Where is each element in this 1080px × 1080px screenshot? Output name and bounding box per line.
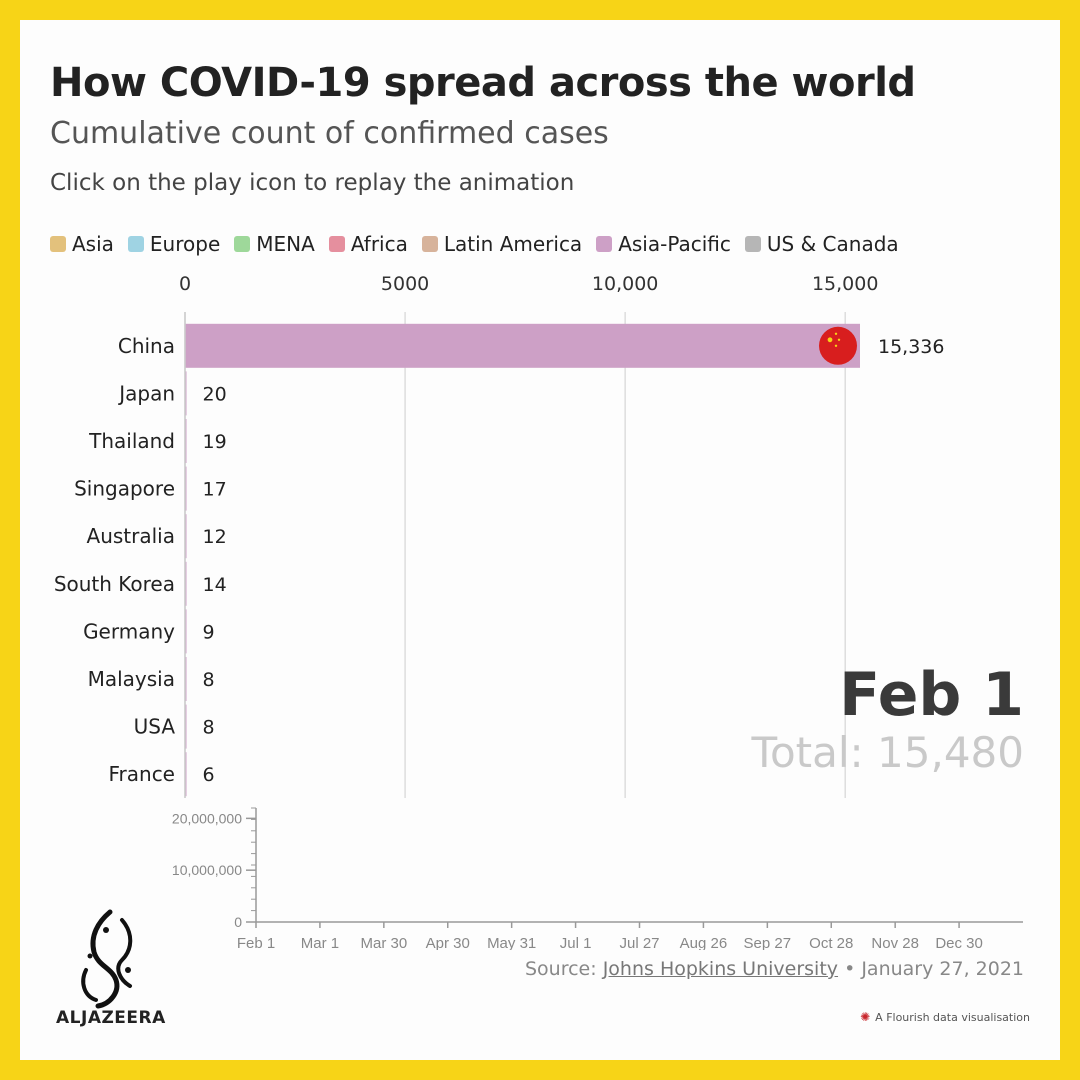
x-tick-label: 5000: [381, 273, 429, 295]
legend-swatch: [328, 236, 345, 252]
legend-swatch: [744, 236, 761, 252]
chart-title: How COVID-19 spread across the world: [50, 60, 916, 106]
legend-item-asia-pacific[interactable]: Asia-Pacific: [596, 232, 731, 256]
chart-card: How COVID-19 spread across the world Cum…: [20, 20, 1060, 1060]
y-tick-label: 10,000,000: [172, 862, 242, 878]
x-tick-label: May 31: [487, 935, 536, 950]
x-tick-label: Mar 30: [360, 935, 407, 950]
source-prefix: Source:: [524, 958, 603, 980]
legend-label: Latin America: [443, 232, 583, 256]
x-tick-label: Apr 30: [426, 935, 470, 950]
category-label: USA: [134, 715, 176, 739]
flourish-label: A Flourish data visualisation: [875, 1010, 1030, 1024]
value-label: 17: [203, 479, 227, 501]
flag-star: [827, 337, 833, 343]
y-tick-label: 0: [234, 914, 242, 930]
legend-swatch: [127, 236, 144, 252]
legend-label: Europe: [149, 232, 221, 256]
value-label: 15,336: [878, 336, 944, 358]
legend-item-latin-america[interactable]: Latin America: [421, 232, 583, 256]
bar-chart-race: 0 5000 10,000 15,000 China 15,336 Japan 20 Thail…: [54, 273, 944, 798]
legend-swatch: [50, 236, 66, 252]
legend-label: Asia-Pacific: [618, 232, 731, 256]
legend-swatch: [234, 236, 251, 252]
value-label: 8: [203, 669, 215, 691]
category-label: Malaysia: [88, 667, 175, 691]
value-label: 19: [203, 431, 227, 453]
legend-item-mena[interactable]: MENA: [234, 232, 315, 256]
china-flag-icon: [819, 326, 857, 365]
chart-subtitle: Cumulative count of confirmed cases: [50, 116, 609, 151]
x-tick-label: Mar 1: [301, 935, 339, 950]
x-tick-label: 15,000: [812, 273, 878, 295]
x-tick-label: Jul 1: [560, 935, 592, 950]
flourish-credit[interactable]: ✺ A Flourish data visualisation: [860, 1010, 1030, 1024]
date-label: Feb 1: [839, 660, 1024, 730]
x-tick-label: Nov 28: [871, 935, 919, 950]
source-note: Source: Johns Hopkins University • Janua…: [525, 958, 1024, 980]
category-label: Australia: [87, 524, 175, 548]
x-tick-label: 10,000: [592, 273, 658, 295]
category-label: Singapore: [74, 477, 175, 501]
legend-item-us-canada[interactable]: US & Canada: [744, 232, 899, 256]
legend-label: Asia: [72, 232, 114, 256]
x-tick-label: Oct 28: [809, 935, 853, 950]
category-label: France: [108, 762, 175, 786]
category-label: Thailand: [88, 429, 175, 453]
source-link[interactable]: Johns Hopkins University: [602, 958, 839, 980]
value-label: 12: [203, 526, 227, 548]
legend-swatch: [421, 236, 438, 252]
category-label: South Korea: [54, 572, 175, 596]
category-label: Japan: [117, 381, 175, 405]
bar: [185, 323, 860, 368]
flag-star: [834, 332, 838, 335]
source-date: • January 27, 2021: [838, 958, 1024, 980]
category-label: China: [118, 334, 175, 358]
legend-label: MENA: [256, 232, 315, 256]
flag-star: [834, 344, 838, 347]
x-tick-label: Feb 1: [237, 935, 275, 950]
value-label: 14: [203, 574, 227, 596]
legend-label: US & Canada: [766, 232, 899, 256]
flag-star: [837, 338, 841, 341]
y-tick-label: 20,000,000: [172, 810, 242, 826]
value-label: 6: [203, 764, 215, 786]
legend-swatch: [596, 236, 613, 252]
legend-label: Africa: [350, 232, 408, 256]
replay-note: Click on the play icon to replay the ani…: [50, 170, 575, 196]
legend: Asia Europe MENA Africa Latin America Asia-Pa…: [50, 232, 913, 256]
x-tick-label: Dec 30: [935, 935, 983, 950]
legend-item-asia[interactable]: Asia: [50, 232, 114, 256]
legend-item-europe[interactable]: Europe: [127, 232, 221, 256]
value-label: 20: [203, 383, 227, 405]
x-tick-label: Sep 27: [744, 935, 792, 950]
x-tick-label: 0: [179, 273, 191, 295]
x-tick-label: Aug 26: [680, 935, 728, 950]
value-label: 9: [203, 621, 215, 643]
total-label: Total: 15,480: [751, 728, 1024, 777]
flourish-burst-icon: ✺: [860, 1010, 871, 1024]
x-tick-label: Jul 27: [619, 935, 659, 950]
brand-wordmark: ALJAZEERA: [56, 1008, 166, 1028]
aljazeera-calligraphy-logo-icon: [81, 909, 133, 1009]
legend-item-africa[interactable]: Africa: [328, 232, 408, 256]
value-label: 8: [203, 717, 215, 739]
timeline-chart[interactable]: 0 10,000,000 20,000,000 Feb 1 Mar 1 Mar 30 Apr…: [20, 800, 1060, 950]
category-label: Germany: [83, 619, 175, 643]
